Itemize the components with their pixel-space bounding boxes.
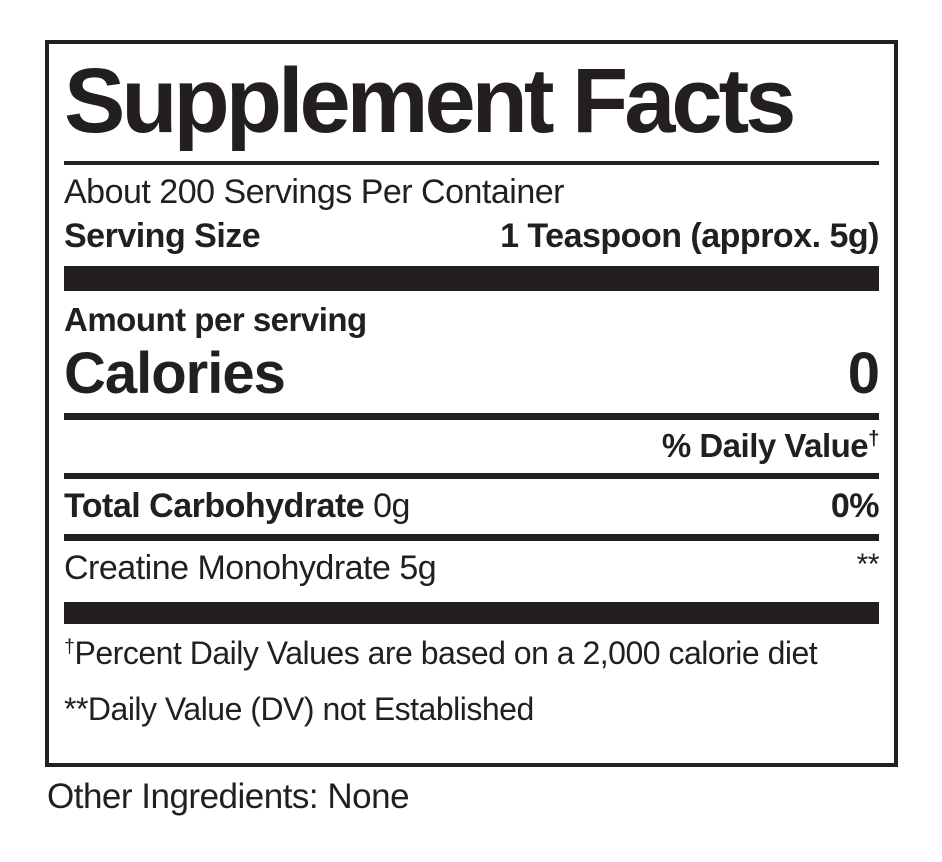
divider-after-calories	[64, 412, 879, 420]
nutrient-name: Creatine Monohydrate	[64, 549, 391, 588]
nutrient-name-and-amount: Creatine Monohydrate 5g	[64, 548, 437, 589]
amount-per-serving-label: Amount per serving	[64, 300, 367, 338]
serving-size-value: 1 Teaspoon (approx. 5g)	[500, 217, 879, 256]
divider-after-dv-header	[64, 472, 879, 479]
thick-divider-bottom	[64, 602, 879, 625]
footnote-text: Daily Value (DV) not Established	[87, 690, 534, 727]
daily-value-header: % Daily Value†	[64, 420, 880, 473]
nutrient-amount: 5g	[399, 549, 437, 588]
nutrient-amount: 0g	[373, 486, 410, 525]
serving-size-label: Serving Size	[64, 217, 261, 256]
divider-after-carbohydrate	[64, 534, 879, 542]
panel-title: Supplement Facts	[64, 44, 879, 166]
footnote-text: Percent Daily Values are based on a 2,00…	[74, 635, 818, 672]
footnote-percent-daily-values: †Percent Daily Values are based on a 2,0…	[64, 634, 879, 672]
footnote-asterisks-symbol: **	[64, 690, 88, 727]
nutrient-name: Total Carbohydrate	[64, 486, 365, 525]
serving-size-row: Serving Size 1 Teaspoon (approx. 5g)	[64, 216, 879, 257]
nutrient-row-total-carbohydrate: Total Carbohydrate 0g 0%	[64, 479, 880, 535]
other-ingredients-text: Other Ingredients: None	[47, 777, 410, 816]
supplement-facts-panel: Supplement Facts About 200 Servings Per …	[45, 40, 898, 767]
nutrient-name-and-amount: Total Carbohydrate 0g	[64, 486, 410, 527]
calories-row: Calories 0	[64, 340, 880, 408]
nutrient-daily-value: 0%	[830, 486, 880, 525]
calories-label: Calories	[64, 340, 286, 406]
footnote-dv-not-established: **Daily Value (DV) not Established	[64, 690, 879, 728]
daily-value-header-text: % Daily Value	[661, 426, 869, 464]
thick-divider-top	[64, 265, 879, 291]
servings-per-container: About 200 Servings Per Container	[64, 173, 564, 212]
daily-value-dagger: †	[868, 426, 879, 450]
nutrient-daily-value: **	[856, 548, 880, 582]
nutrient-row-creatine-monohydrate: Creatine Monohydrate 5g **	[64, 541, 880, 602]
calories-value: 0	[847, 340, 880, 406]
footnote-dagger-symbol: †	[64, 635, 75, 658]
